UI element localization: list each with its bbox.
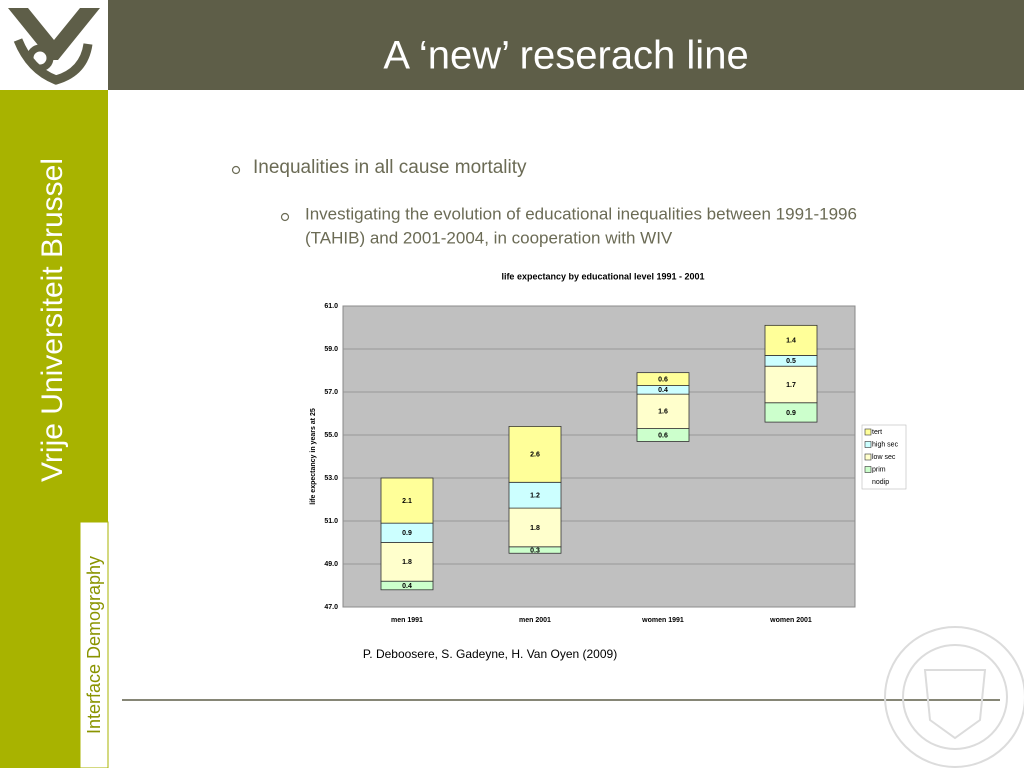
sidebar-box bbox=[79, 521, 109, 768]
logo-ring bbox=[26, 44, 54, 72]
y-tick-label: 55.0 bbox=[324, 432, 338, 439]
data-label: 1.4 bbox=[786, 338, 796, 345]
data-label: 1.2 bbox=[530, 493, 540, 500]
data-label: 1.7 bbox=[786, 382, 796, 389]
bar-segment bbox=[508, 425, 562, 483]
bullet-markers bbox=[231, 165, 290, 222]
bar-segment bbox=[764, 365, 818, 404]
legend-swatch bbox=[864, 441, 872, 448]
data-label: 0.4 bbox=[658, 387, 668, 394]
logo bbox=[0, 0, 108, 90]
y-tick-label: 53.0 bbox=[324, 475, 338, 482]
legend-label: low sec bbox=[872, 454, 896, 461]
data-label: 1.8 bbox=[530, 525, 540, 532]
data-label: 0.5 bbox=[786, 358, 796, 365]
bar-segment bbox=[380, 477, 434, 524]
x-tick-label: women 1991 bbox=[641, 617, 684, 624]
bar-segment bbox=[380, 542, 434, 582]
bar-segment bbox=[764, 324, 818, 356]
data-label: 1.8 bbox=[402, 559, 412, 566]
citation: P. Deboosere, S. Gadeyne, H. Van Oyen (2… bbox=[363, 647, 617, 661]
bar-segment bbox=[636, 372, 690, 386]
x-tick-label: women 2001 bbox=[769, 617, 812, 624]
data-label: 0.3 bbox=[530, 547, 540, 554]
data-label: 2.1 bbox=[402, 498, 412, 505]
title-bar bbox=[108, 0, 1024, 90]
sidebar-box-text: Interface Demography bbox=[84, 556, 104, 734]
y-tick-label: 49.0 bbox=[324, 561, 338, 568]
bullet-marker bbox=[280, 212, 290, 222]
data-label: 2.6 bbox=[530, 452, 540, 459]
legend-label: nodip bbox=[872, 479, 889, 486]
legend-label: high sec bbox=[872, 441, 899, 448]
seal-outer bbox=[884, 626, 1024, 768]
bar-segment bbox=[508, 481, 562, 509]
x-tick-label: men 1991 bbox=[391, 617, 423, 624]
y-tick-label: 47.0 bbox=[324, 604, 338, 611]
bullet-marker bbox=[231, 165, 241, 175]
legend-swatch bbox=[864, 428, 872, 436]
seal-inner bbox=[902, 644, 1008, 750]
y-tick-label: 59.0 bbox=[324, 346, 338, 353]
slide-title: A ‘new’ reserach line bbox=[383, 34, 748, 78]
data-label: 0.4 bbox=[402, 583, 412, 590]
x-tick-label: men 2001 bbox=[519, 617, 551, 624]
data-label: 0.9 bbox=[786, 410, 796, 417]
data-label: 0.6 bbox=[658, 376, 668, 383]
bullet-text: Investigating the evolution of education… bbox=[305, 204, 857, 223]
y-axis-label: life expectancy in years at 25 bbox=[310, 408, 317, 505]
bullet-text: (TAHIB) and 2001-2004, in cooperation wi… bbox=[305, 228, 673, 247]
y-tick-label: 51.0 bbox=[324, 518, 338, 525]
bullet-text: Inequalities in all cause mortality bbox=[253, 157, 527, 178]
chart-title: life expectancy by educational level 199… bbox=[501, 271, 704, 281]
legend-swatch bbox=[864, 453, 872, 461]
logo-b bbox=[13, 38, 93, 85]
sidebar-text: Vrije Universiteit Brussel bbox=[36, 158, 69, 482]
y-tick-label: 57.0 bbox=[324, 389, 338, 396]
bar-segment bbox=[508, 507, 562, 548]
seal-shield bbox=[923, 669, 987, 740]
y-tick-label: 61.0 bbox=[324, 303, 338, 310]
data-label: 1.6 bbox=[658, 409, 668, 416]
logo-v bbox=[8, 8, 100, 60]
bar-segment bbox=[636, 393, 690, 429]
legend-label: tert bbox=[872, 429, 882, 436]
data-label: 0.6 bbox=[658, 432, 668, 439]
data-label: 0.9 bbox=[402, 530, 412, 537]
chart: life expectancy by educational level 199… bbox=[310, 271, 907, 624]
seal bbox=[884, 626, 1024, 768]
legend-label: prim bbox=[872, 466, 886, 473]
legend-swatch bbox=[864, 466, 872, 473]
